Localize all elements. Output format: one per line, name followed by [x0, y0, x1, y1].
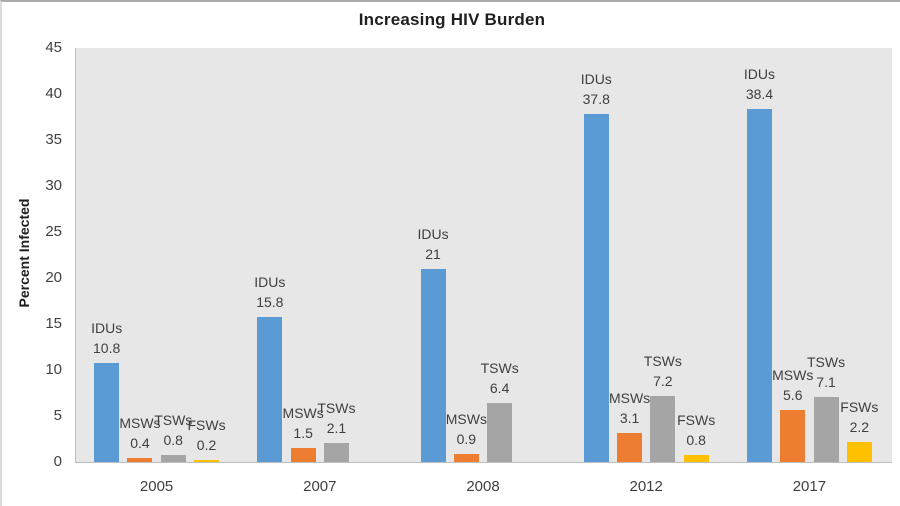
- data-label-MSWs-2012: MSWs 3.1: [609, 388, 650, 428]
- bar-IDUs-2012: [583, 114, 609, 462]
- data-label-value: 10.8: [93, 339, 121, 356]
- data-label-TSWs-2017: TSWs 7.1: [807, 352, 845, 392]
- bar-FSWs-2005: [194, 460, 220, 462]
- data-label-MSWs-2005: MSWs 0.4: [119, 413, 160, 453]
- y-tick-label-15: 15: [45, 315, 62, 332]
- y-tick-label-25: 25: [45, 223, 62, 240]
- data-label-value: 5.6: [783, 387, 803, 404]
- data-label-IDUs-2017: IDUs 38.4: [744, 64, 775, 104]
- data-label-TSWs-2005: TSWs 0.8: [154, 410, 192, 450]
- bar-TSWs-2008: [487, 403, 513, 462]
- x-tick-label-2008: 2008: [466, 478, 500, 495]
- y-tick-label-0: 0: [53, 453, 62, 470]
- data-label-series-name: TSWs: [480, 360, 519, 377]
- data-label-series-name: MSWs: [119, 415, 161, 432]
- bar-TSWs-2017: [813, 396, 839, 462]
- data-label-IDUs-2012: IDUs 37.8: [581, 69, 612, 109]
- data-label-series-name: IDUs: [417, 225, 449, 242]
- data-label-value: 38.4: [745, 85, 774, 102]
- bar-IDUs-2005: [94, 362, 120, 462]
- data-label-value: 1.5: [293, 425, 313, 442]
- data-label-TSWs-2008: TSWs 6.4: [481, 358, 519, 398]
- data-label-value: 0.4: [130, 435, 150, 452]
- data-label-series-name: MSWs: [772, 367, 814, 384]
- bar-MSWs-2005: [127, 458, 153, 462]
- data-label-series-name: FSWs: [677, 411, 716, 428]
- data-label-series-name: MSWs: [282, 405, 324, 422]
- bar-MSWs-2017: [780, 410, 806, 462]
- y-tick-label-35: 35: [45, 131, 62, 148]
- data-label-TSWs-2012: TSWs 7.2: [644, 351, 682, 391]
- data-label-FSWs-2012: FSWs 0.8: [677, 410, 715, 450]
- data-label-series-name: IDUs: [254, 273, 286, 290]
- bar-TSWs-2007: [323, 442, 349, 462]
- data-label-series-name: IDUs: [580, 71, 612, 88]
- data-label-series-name: FSWs: [840, 398, 879, 415]
- bar-TSWs-2005: [160, 454, 186, 462]
- bar-IDUs-2007: [257, 316, 283, 462]
- y-tick-label-30: 30: [45, 177, 62, 194]
- data-label-series-name: TSWs: [806, 353, 846, 370]
- y-tick-label-45: 45: [45, 39, 62, 56]
- y-tick-label-5: 5: [53, 407, 62, 424]
- bar-TSWs-2012: [650, 395, 676, 462]
- y-tick-label-10: 10: [45, 361, 62, 378]
- data-label-series-name: TSWs: [154, 411, 193, 428]
- data-label-MSWs-2008: MSWs 0.9: [446, 409, 487, 449]
- data-label-value: 0.2: [196, 437, 217, 454]
- data-label-value: 2.2: [849, 418, 870, 435]
- x-tick-label-2005: 2005: [139, 478, 174, 495]
- data-label-IDUs-2005: IDUs 10.8: [91, 318, 122, 358]
- bar-IDUs-2017: [746, 108, 772, 462]
- data-label-value: 7.2: [653, 372, 673, 389]
- data-label-value: 37.8: [582, 91, 610, 108]
- data-label-series-name: TSWs: [317, 399, 356, 416]
- bar-FSWs-2012: [683, 454, 709, 462]
- data-label-value: 6.4: [489, 380, 510, 397]
- data-label-IDUs-2007: IDUs 15.8: [254, 272, 285, 312]
- data-label-series-name: IDUs: [743, 65, 775, 82]
- data-label-IDUs-2008: IDUs 21: [417, 224, 448, 264]
- bar-MSWs-2008: [453, 453, 479, 462]
- data-label-series-name: IDUs: [91, 319, 123, 336]
- data-label-value: 3.1: [619, 410, 640, 427]
- x-tick-label-2007: 2007: [303, 478, 337, 495]
- data-label-value: 0.9: [456, 430, 477, 447]
- y-tick-label-40: 40: [45, 85, 62, 102]
- bar-MSWs-2007: [290, 448, 316, 462]
- data-label-MSWs-2017: MSWs 5.6: [772, 365, 813, 405]
- chart-title: Increasing HIV Burden: [358, 10, 546, 29]
- data-label-series-name: FSWs: [187, 417, 226, 434]
- data-label-TSWs-2007: TSWs 2.1: [317, 398, 355, 438]
- bar-MSWs-2012: [617, 433, 643, 462]
- data-label-FSWs-2017: FSWs 2.2: [840, 397, 878, 437]
- data-label-MSWs-2007: MSWs 1.5: [283, 403, 324, 443]
- x-tick-label-2017: 2017: [792, 478, 827, 495]
- x-tick-label-2012: 2012: [629, 478, 663, 495]
- data-label-value: 0.8: [686, 431, 706, 448]
- bar-IDUs-2008: [420, 268, 446, 462]
- y-tick-label-20: 20: [45, 269, 62, 286]
- data-label-series-name: TSWs: [643, 352, 682, 369]
- data-label-value: 21: [425, 245, 441, 262]
- y-axis-title: Percent Infected: [16, 198, 32, 308]
- data-label-value: 7.1: [816, 373, 836, 390]
- data-label-series-name: MSWs: [608, 390, 651, 407]
- bar-FSWs-2017: [846, 441, 872, 462]
- data-label-series-name: MSWs: [445, 410, 487, 427]
- data-label-value: 2.1: [326, 419, 347, 436]
- data-label-value: 0.8: [163, 431, 183, 448]
- data-label-value: 15.8: [256, 293, 284, 310]
- data-label-FSWs-2005: FSWs 0.2: [187, 415, 225, 455]
